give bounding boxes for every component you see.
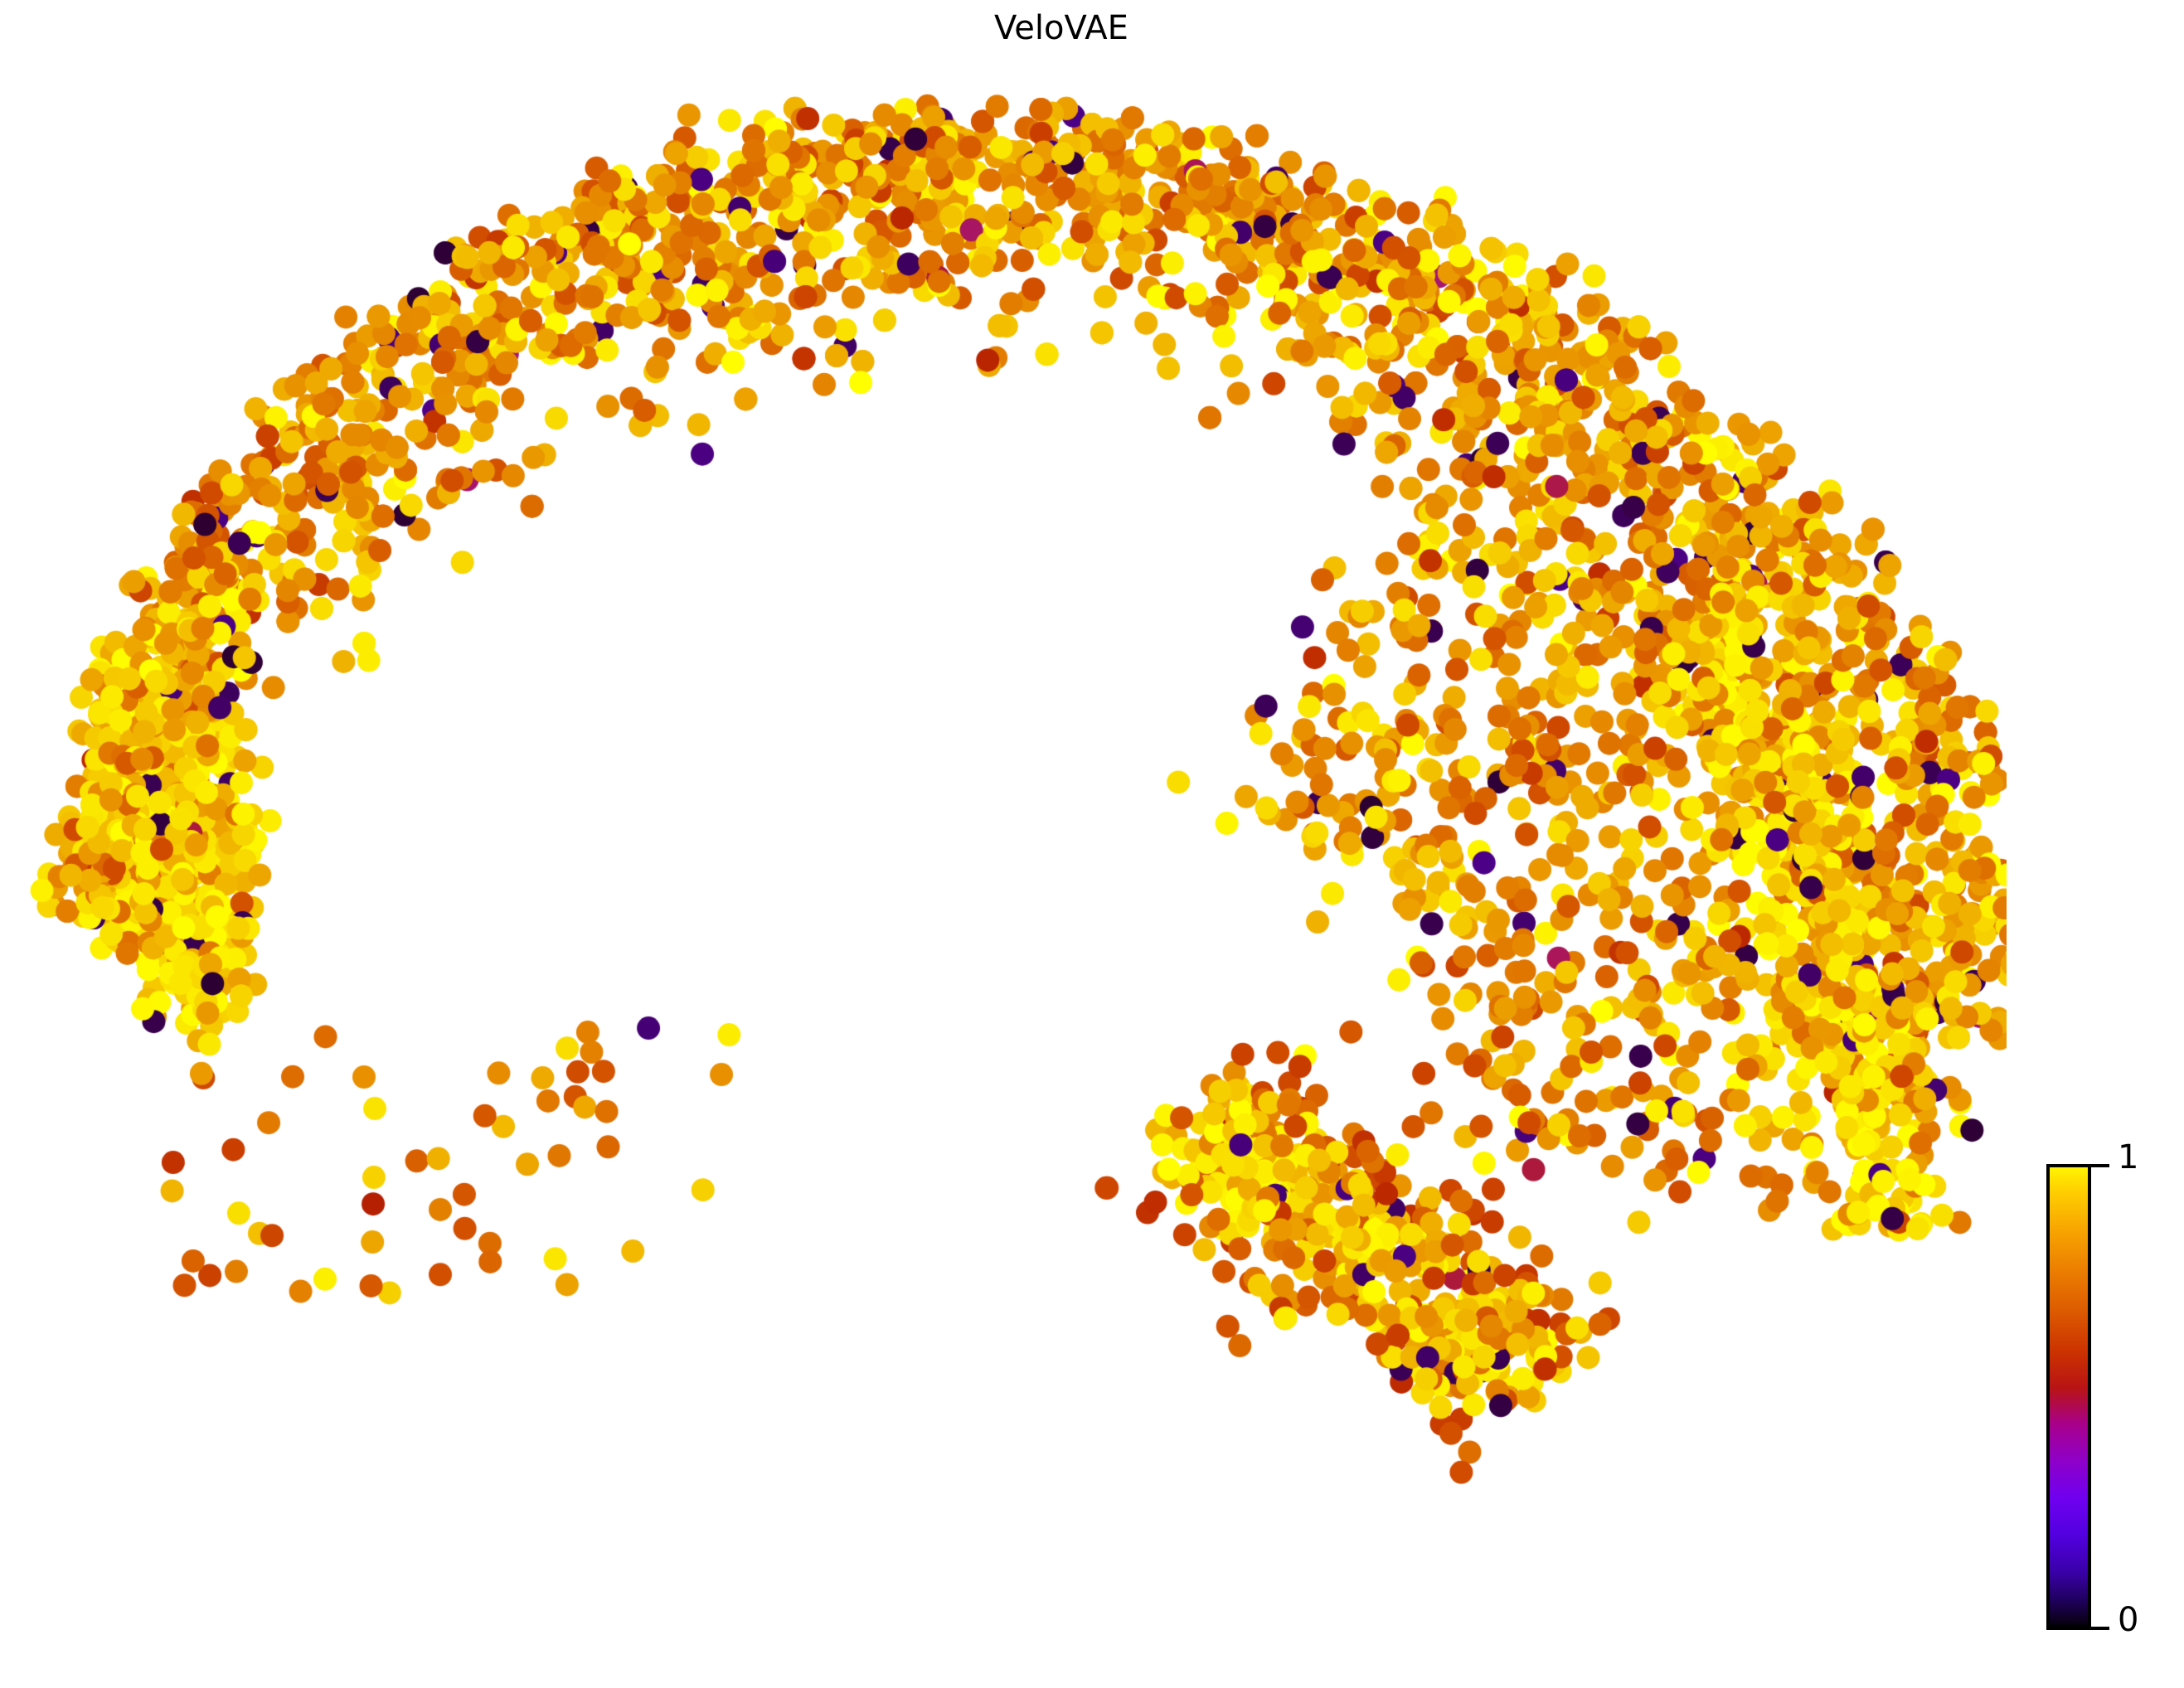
colorbar-tick-min	[2091, 1627, 2109, 1630]
scatter-plot-axes	[0, 58, 2007, 1666]
scatter-plot-canvas	[0, 58, 2007, 1666]
colorbar-label-max: 1	[2118, 1138, 2139, 1176]
colorbar-tick-max	[2091, 1164, 2109, 1167]
colorbar: 1 0	[2046, 1141, 2184, 1637]
colorbar-label-min: 0	[2118, 1601, 2139, 1639]
colorbar-gradient	[2046, 1164, 2091, 1630]
page-title: VeloVAE	[994, 9, 1128, 47]
